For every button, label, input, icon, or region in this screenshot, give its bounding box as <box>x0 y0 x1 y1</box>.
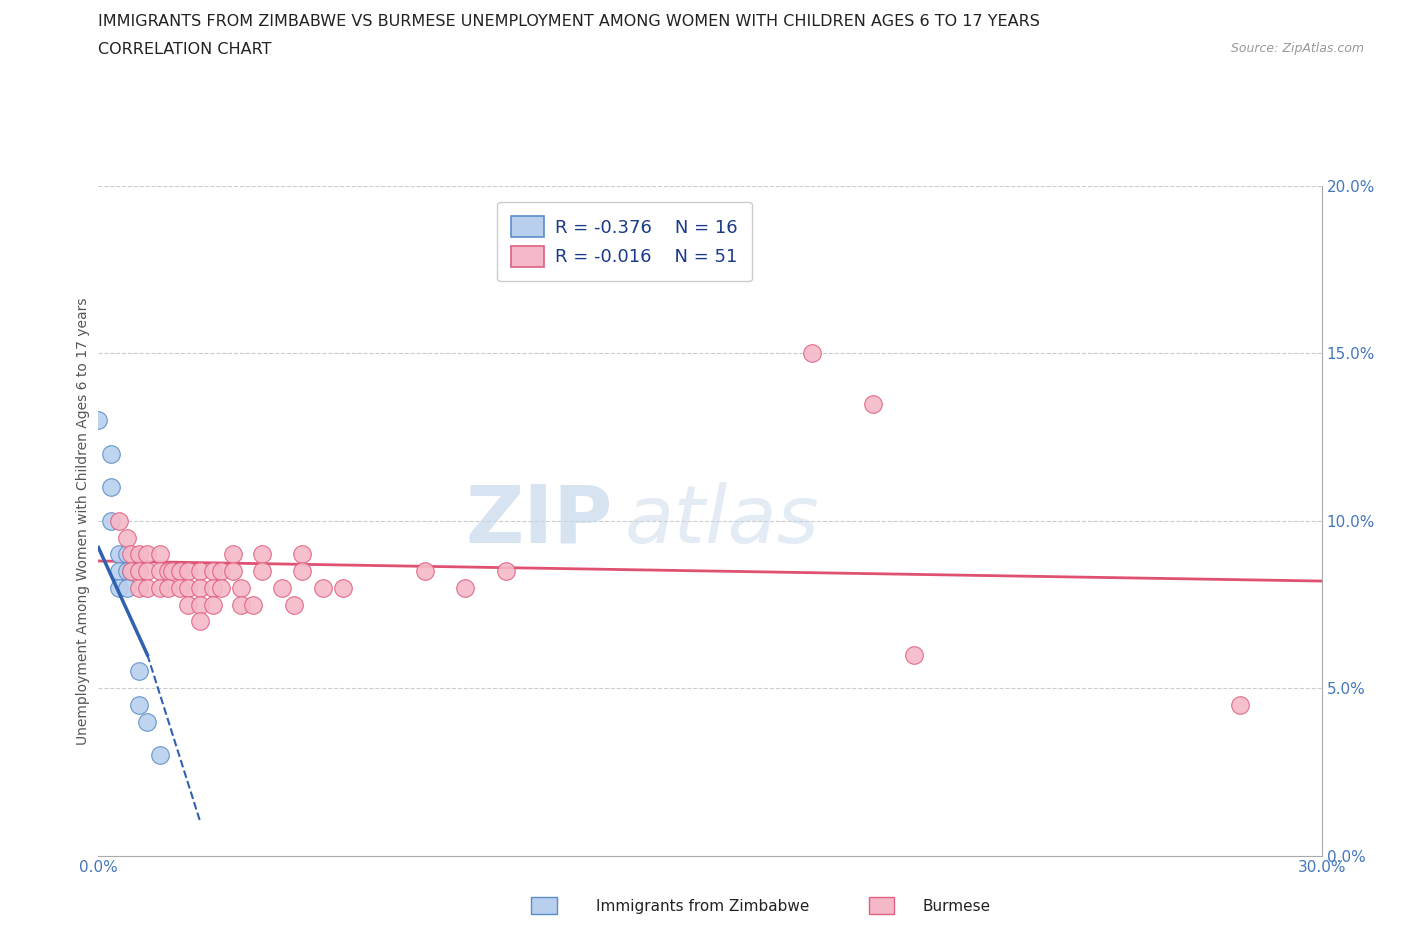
Point <box>495 564 517 578</box>
Point <box>231 580 253 595</box>
Point <box>149 580 172 595</box>
Point <box>136 564 159 578</box>
Point <box>87 413 110 428</box>
Point <box>188 564 212 578</box>
Point <box>332 580 354 595</box>
Text: Burmese: Burmese <box>922 899 990 914</box>
Point <box>160 564 183 578</box>
Point <box>231 597 253 612</box>
Point <box>291 547 314 562</box>
Point <box>128 664 150 679</box>
Point <box>108 564 131 578</box>
Point <box>120 547 142 562</box>
Point <box>188 597 212 612</box>
Point <box>128 564 150 578</box>
Text: Immigrants from Zimbabwe: Immigrants from Zimbabwe <box>596 899 810 914</box>
Point <box>242 597 264 612</box>
Point <box>903 647 925 662</box>
Point <box>222 564 245 578</box>
Point <box>177 564 200 578</box>
Point <box>115 547 138 562</box>
Point <box>201 597 224 612</box>
Point <box>283 597 305 612</box>
Point <box>149 748 172 763</box>
Legend: R = -0.376    N = 16, R = -0.016    N = 51: R = -0.376 N = 16, R = -0.016 N = 51 <box>496 202 752 282</box>
Point <box>188 614 212 629</box>
Point <box>100 513 122 528</box>
Text: Source: ZipAtlas.com: Source: ZipAtlas.com <box>1230 42 1364 55</box>
Point <box>136 580 159 595</box>
Text: atlas: atlas <box>624 482 820 560</box>
Text: IMMIGRANTS FROM ZIMBABWE VS BURMESE UNEMPLOYMENT AMONG WOMEN WITH CHILDREN AGES : IMMIGRANTS FROM ZIMBABWE VS BURMESE UNEM… <box>98 14 1040 29</box>
Point <box>201 580 224 595</box>
Point <box>136 547 159 562</box>
Point <box>100 446 122 461</box>
Point <box>576 229 599 244</box>
Point <box>149 547 172 562</box>
Y-axis label: Unemployment Among Women with Children Ages 6 to 17 years: Unemployment Among Women with Children A… <box>76 297 90 745</box>
Text: ZIP: ZIP <box>465 482 612 560</box>
Point <box>413 564 436 578</box>
Point <box>250 547 273 562</box>
Point <box>188 580 212 595</box>
Point <box>108 513 131 528</box>
Point <box>128 564 150 578</box>
Point <box>120 564 142 578</box>
Point <box>1229 698 1251 712</box>
Point <box>270 580 294 595</box>
Point <box>128 580 150 595</box>
Point <box>801 346 824 361</box>
FancyBboxPatch shape <box>869 897 894 914</box>
Point <box>120 564 142 578</box>
Text: CORRELATION CHART: CORRELATION CHART <box>98 42 271 57</box>
Point <box>156 564 179 578</box>
Point <box>136 714 159 729</box>
Point <box>454 580 477 595</box>
Point <box>149 564 172 578</box>
Point <box>128 547 150 562</box>
Point <box>201 564 224 578</box>
Point <box>100 480 122 495</box>
Point <box>169 580 191 595</box>
Point <box>177 580 200 595</box>
Point <box>250 564 273 578</box>
Point <box>108 580 131 595</box>
Point <box>177 597 200 612</box>
Point <box>862 396 884 411</box>
Point <box>115 580 138 595</box>
Point <box>291 564 314 578</box>
Point <box>128 698 150 712</box>
Point <box>156 580 179 595</box>
Point <box>115 564 138 578</box>
Point <box>312 580 335 595</box>
Point <box>108 547 131 562</box>
Point <box>115 530 138 545</box>
Point <box>222 547 245 562</box>
Point <box>209 564 232 578</box>
Point <box>209 580 232 595</box>
Point <box>169 564 191 578</box>
FancyBboxPatch shape <box>531 897 557 914</box>
